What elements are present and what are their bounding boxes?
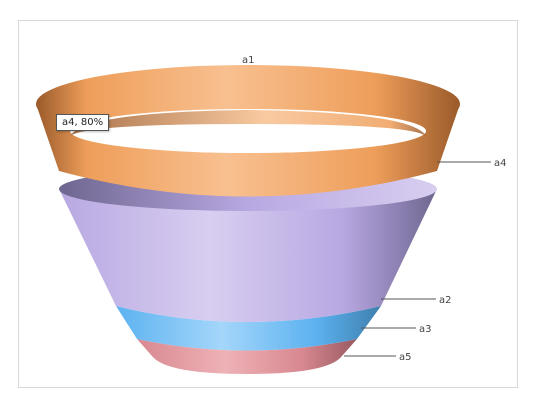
tooltip: a4, 80%: [56, 114, 110, 131]
label-a4: a4: [494, 158, 507, 169]
funnel-segment-a4[interactable]: a4: [36, 65, 507, 197]
label-a3: a3: [419, 324, 432, 335]
label-a2: a2: [439, 295, 452, 306]
label-a1: a1: [242, 55, 255, 66]
label-a5: a5: [399, 352, 412, 363]
funnel-segment-a5[interactable]: a5: [137, 339, 412, 374]
funnel-segment-a3[interactable]: a3: [116, 306, 432, 351]
